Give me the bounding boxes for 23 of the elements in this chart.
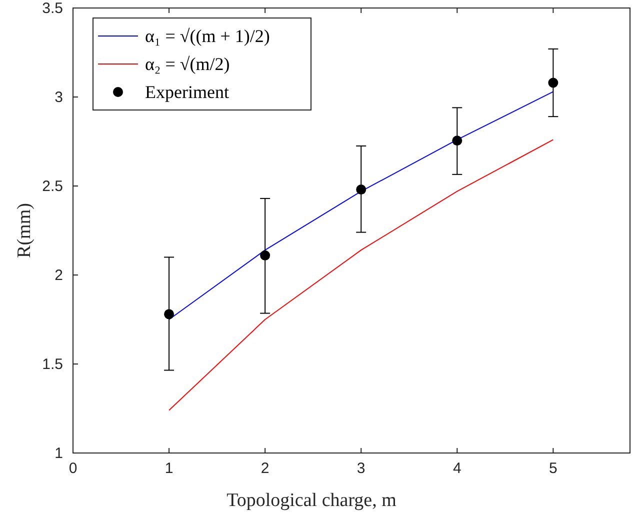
y-tick-label: 3 [54,89,63,106]
legend-label: α₁ = √((m + 1)/2) [145,26,270,46]
y-tick-label: 3.5 [42,0,63,17]
point [548,78,558,88]
legend-label: α₂ = √(m/2) [145,54,230,74]
x-tick-label: 3 [356,460,366,477]
x-axis-title: Topological charge, m [226,490,397,511]
y-axis-title: R(mm) [14,203,35,258]
point [452,136,462,146]
x-tick-label: 2 [260,460,270,477]
point [260,250,270,260]
y-tick-label: 2 [54,267,63,284]
line-series [168,139,554,411]
legend-label: Experiment [145,82,229,102]
x-tick-label: 0 [68,460,78,477]
x-tick-label: 1 [164,460,174,477]
y-tick-label: 1 [54,445,63,462]
point [356,184,366,195]
point [164,309,174,320]
y-tick-label: 2.5 [42,178,63,195]
x-tick-label: 4 [452,460,462,477]
x-tick-label: 5 [549,460,558,477]
y-tick-label: 1.5 [42,356,63,373]
